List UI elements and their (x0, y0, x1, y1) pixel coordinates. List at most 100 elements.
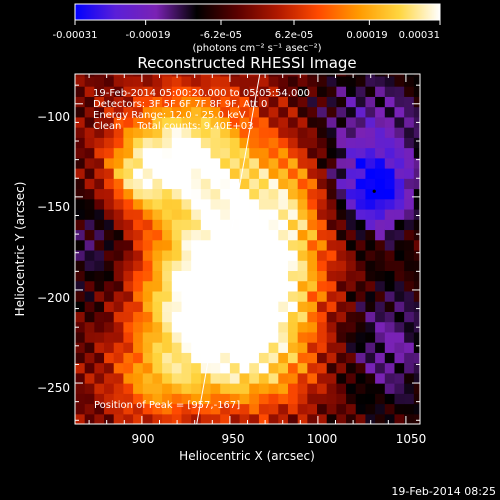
heatmap-cell-1100 (375, 260, 386, 272)
heatmap-cell-674 (258, 321, 270, 333)
heatmap-cell-1235 (413, 311, 420, 323)
heatmap-cell-899 (317, 168, 328, 179)
heatmap-cell-1080 (365, 106, 376, 118)
heatmap-cell-1047 (355, 86, 367, 97)
heatmap-cell-769 (278, 74, 289, 77)
heatmap-cell-819 (297, 270, 308, 282)
heatmap-cell-965 (336, 208, 347, 220)
heatmap-cell-669 (258, 372, 270, 384)
y-tick-label-minus250: −250 (37, 381, 70, 395)
heatmap-cell-70 (94, 413, 105, 424)
heatmap-cell-647 (249, 239, 260, 251)
heatmap-cell-404 (181, 219, 192, 231)
heatmap-cell-1031 (355, 249, 367, 261)
heatmap-cell-762 (278, 137, 289, 149)
heatmap-cell-136 (104, 96, 115, 108)
heatmap-cell-560 (229, 413, 241, 424)
heatmap-cell-803 (287, 75, 299, 87)
heatmap-cell-308 (152, 127, 163, 138)
heatmap-cell-829 (297, 168, 308, 179)
heatmap-cell-726 (268, 147, 279, 159)
heatmap-cell-1203 (404, 280, 415, 292)
heatmap-cell-469 (200, 270, 212, 282)
heatmap-cell-580 (229, 208, 241, 220)
heatmap-cell-635 (249, 362, 260, 374)
heatmap-cell-787 (287, 239, 299, 251)
heatmap-cell-1228 (413, 383, 420, 394)
colorbar-tick-label-5: 0.00031 (399, 30, 440, 41)
heatmap-cell-1043 (355, 127, 367, 138)
heatmap-cell-273 (142, 127, 154, 138)
heatmap-cell-716 (268, 249, 279, 261)
heatmap-cell-3 (75, 383, 86, 394)
heatmap-cell-638 (249, 331, 260, 343)
heatmap-cell-692 (258, 137, 270, 149)
heatmap-cell-928 (326, 229, 337, 241)
heatmap-cell-505 (210, 260, 221, 272)
heatmap-cell-141 (113, 403, 124, 415)
heatmap-cell-304 (152, 168, 163, 179)
heatmap-cell-972 (336, 137, 347, 149)
heatmap-cell-1145 (384, 157, 396, 169)
heatmap-cell-61 (84, 147, 95, 159)
heatmap-cell-605 (239, 311, 250, 323)
heatmap-cell-374 (171, 168, 183, 179)
heatmap-cell-38 (84, 383, 95, 394)
heatmap-cell-603 (239, 331, 250, 343)
heatmap-cell-460 (200, 362, 212, 374)
heatmap-cell-202 (123, 137, 134, 149)
heatmap-cell-380 (171, 106, 183, 118)
heatmap-cell-0 (75, 413, 86, 424)
heatmap-cell-703 (268, 383, 279, 394)
heatmap-cell-334 (162, 219, 173, 231)
heatmap-cell-124 (104, 219, 115, 231)
heatmap-cell-130 (104, 157, 115, 169)
heatmap-cell-371 (171, 198, 183, 210)
heatmap-cell-655 (249, 157, 260, 169)
heatmap-cell-529 (220, 372, 231, 384)
heatmap-cell-955 (336, 311, 347, 323)
x-tick-label-1000: 1000 (307, 432, 338, 446)
heatmap-cell-793 (287, 178, 299, 190)
heatmap-cell-915 (326, 362, 337, 374)
heatmap-cell-917 (326, 342, 337, 353)
heatmap-cell-312 (152, 86, 163, 97)
heatmap-cell-521 (210, 96, 221, 108)
heatmap-cell-209 (123, 74, 134, 77)
heatmap-cell-1238 (413, 280, 420, 292)
heatmap-cell-468 (200, 280, 212, 292)
heatmap-cell-29 (75, 116, 86, 128)
heatmap-cell-1061 (365, 301, 376, 312)
heatmap-cell-30 (75, 106, 86, 118)
heatmap-cell-1185 (394, 106, 405, 118)
heatmap-cell-233 (133, 178, 144, 190)
heatmap-cell-485 (200, 106, 212, 118)
heatmap-cell-753 (278, 229, 289, 241)
heatmap-cell-672 (258, 342, 270, 353)
heatmap-cell-1109 (375, 168, 386, 179)
heatmap-cell-947 (336, 393, 347, 405)
heatmap-cell-1034 (355, 219, 367, 231)
heatmap-cell-924 (326, 270, 337, 282)
heatmap-cell-841 (307, 403, 318, 415)
heatmap-cell-22 (75, 188, 86, 200)
heatmap-cell-484 (200, 116, 212, 128)
heatmap-cell-140 (113, 413, 124, 424)
heatmap-cell-1006 (346, 147, 357, 159)
heatmap-cell-1068 (365, 229, 376, 241)
heatmap-cell-313 (152, 75, 163, 87)
heatmap-cell-563 (229, 383, 241, 394)
heatmap-cell-975 (336, 106, 347, 118)
heatmap-cell-516 (210, 147, 221, 159)
heatmap-cell-1155 (394, 413, 405, 424)
heatmap-cell-695 (258, 106, 270, 118)
heatmap-cell-1217 (404, 137, 415, 149)
heatmap-cell-1119 (375, 74, 386, 77)
heatmap-cell-302 (152, 188, 163, 200)
heatmap-cell-8 (75, 331, 86, 343)
heatmap-cell-1248 (413, 178, 420, 190)
heatmap-cell-478 (200, 178, 212, 190)
heatmap-cell-77 (94, 342, 105, 353)
heatmap-cell-884 (317, 321, 328, 333)
heatmap-cell-427 (191, 342, 202, 353)
